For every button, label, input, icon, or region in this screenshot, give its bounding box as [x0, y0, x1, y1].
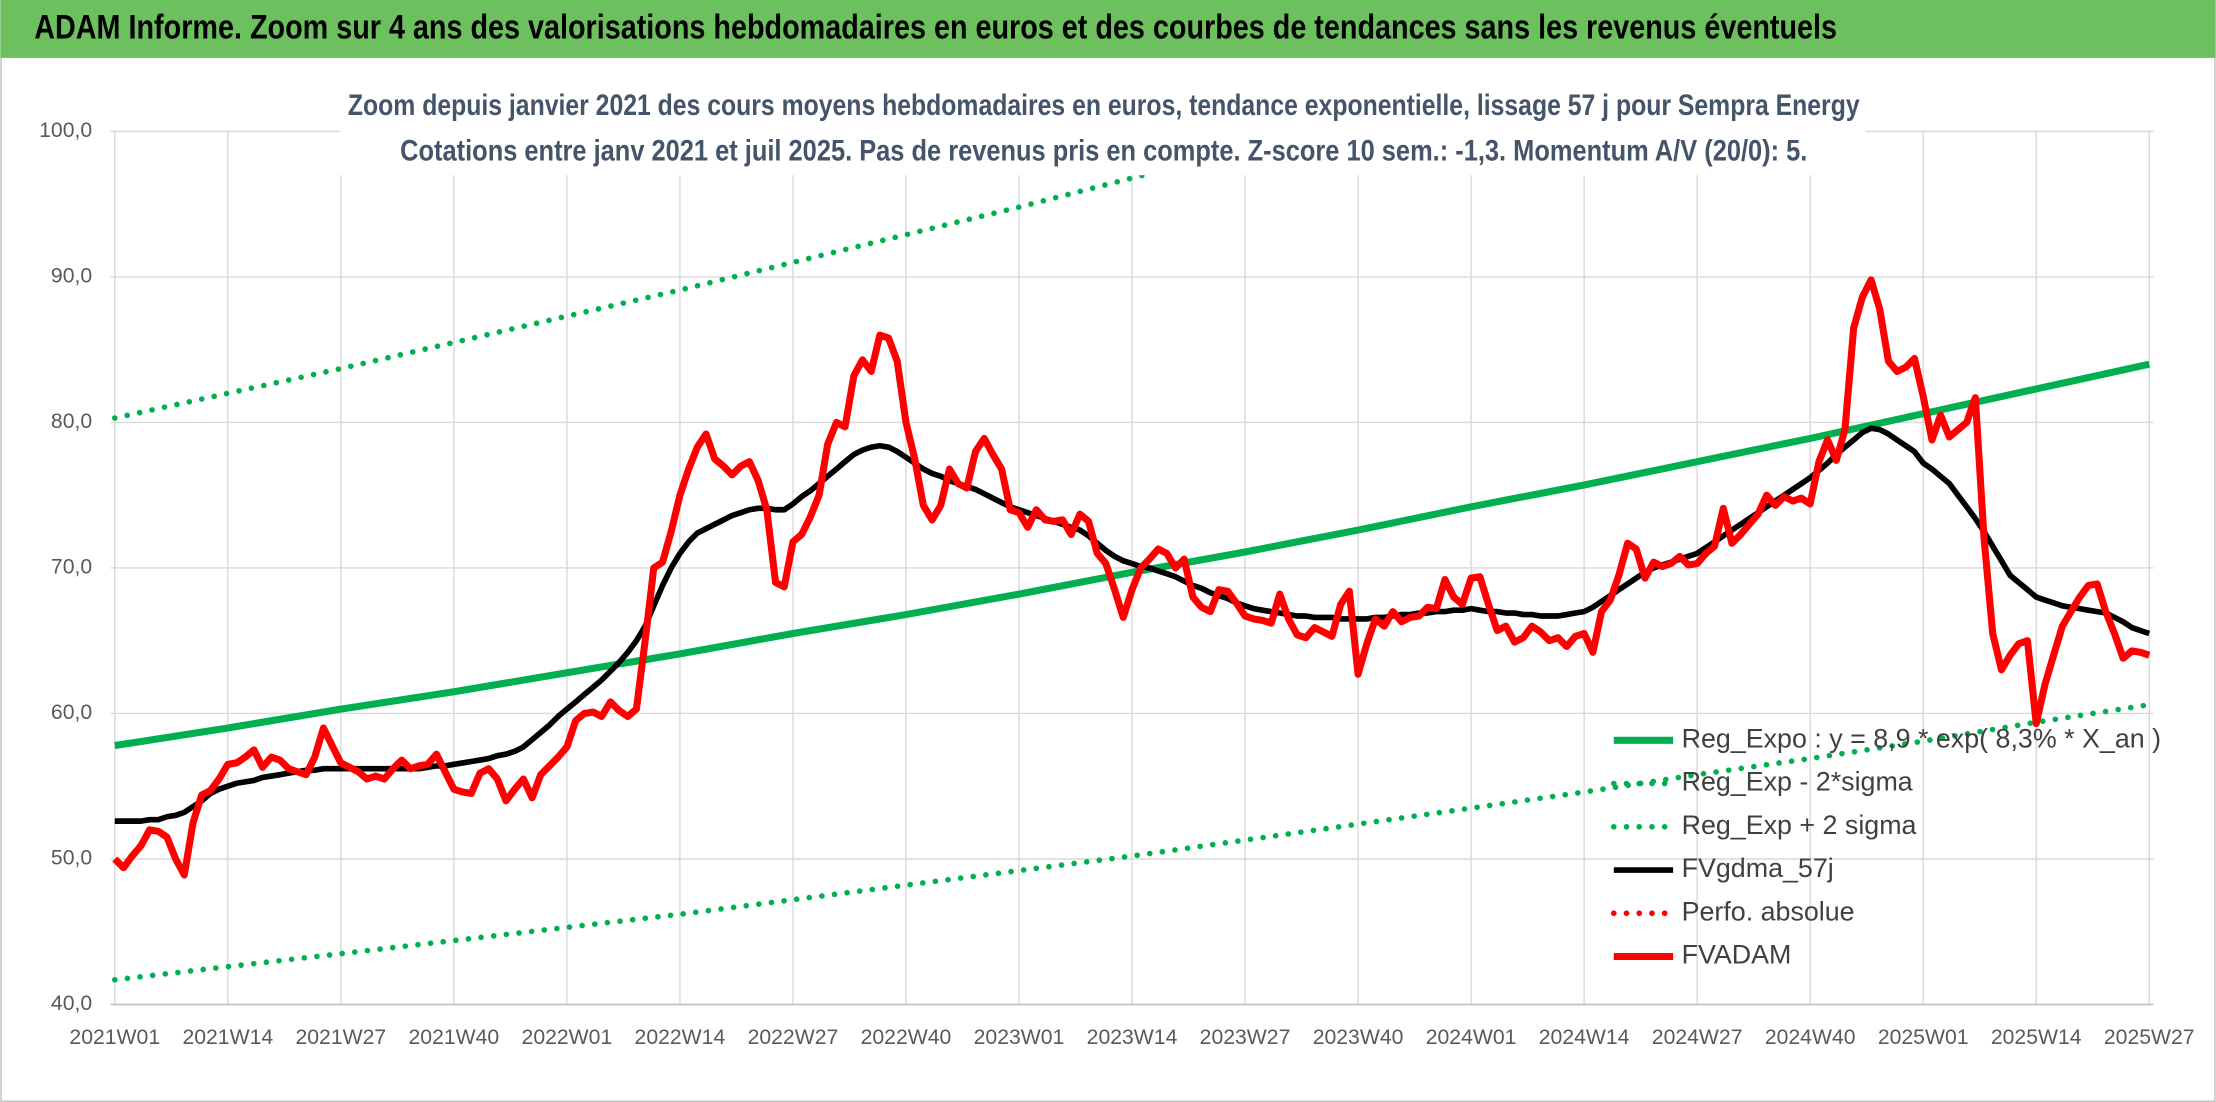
- y-tick-label: 80,0: [51, 410, 92, 433]
- x-tick-label: 2025W01: [1878, 1026, 1969, 1049]
- x-tick-label: 2024W14: [1539, 1026, 1630, 1049]
- x-tick-label: 2023W14: [1087, 1026, 1178, 1049]
- x-tick-label: 2024W27: [1652, 1026, 1743, 1049]
- x-tick-label: 2023W01: [974, 1026, 1065, 1049]
- x-tick-label: 2025W27: [2104, 1026, 2195, 1049]
- chart-subtitle: Cotations entre janv 2021 et juil 2025. …: [400, 134, 1807, 167]
- series-line: [114, 425, 2151, 824]
- legend-label: Reg_Exp + 2 sigma: [1682, 810, 1917, 840]
- header-bar: [0, 0, 2216, 58]
- title-box: [339, 84, 1866, 176]
- series-line: [112, 276, 2151, 879]
- y-tick-label: 40,0: [51, 992, 92, 1015]
- legend-label: Reg_Expo : y = 8,9 * exp( 8,3% * X_an ): [1682, 723, 2161, 753]
- x-tick-label: 2024W40: [1765, 1026, 1856, 1049]
- legend-label: Reg_Exp - 2*sigma: [1682, 767, 1913, 797]
- chart-title: Zoom depuis janvier 2021 des cours moyen…: [348, 89, 1860, 122]
- x-tick-label: 2022W01: [522, 1026, 613, 1049]
- x-tick-label: 2021W01: [69, 1026, 160, 1049]
- x-tick-label: 2022W40: [861, 1026, 952, 1049]
- y-tick-label: 60,0: [51, 701, 92, 724]
- x-tick-label: 2022W27: [748, 1026, 839, 1049]
- x-tick-label: 2021W14: [182, 1026, 273, 1049]
- x-tick-label: 2023W40: [1313, 1026, 1404, 1049]
- y-tick-label: 90,0: [51, 265, 92, 288]
- series-line: [114, 360, 2151, 750]
- x-tick-label: 2025W14: [1991, 1026, 2082, 1049]
- header-title: ADAM Informe. Zoom sur 4 ans des valoris…: [34, 9, 1837, 47]
- legend-label: Perfo. absolue: [1682, 896, 1855, 926]
- x-tick-label: 2021W27: [295, 1026, 386, 1049]
- y-tick-label: 70,0: [51, 556, 92, 579]
- y-tick-label: 100,0: [39, 119, 92, 142]
- x-tick-label: 2022W14: [635, 1026, 726, 1049]
- x-tick-label: 2023W27: [1200, 1026, 1291, 1049]
- series-line: [111, 131, 1321, 421]
- legend-label: FVADAM: [1682, 940, 1792, 970]
- x-tick-label: 2021W40: [409, 1026, 500, 1049]
- x-tick-label: 2024W01: [1426, 1026, 1517, 1049]
- series-line: [111, 701, 2153, 983]
- legend-label: FVgdma_57j: [1682, 853, 1834, 883]
- y-tick-label: 50,0: [51, 847, 92, 870]
